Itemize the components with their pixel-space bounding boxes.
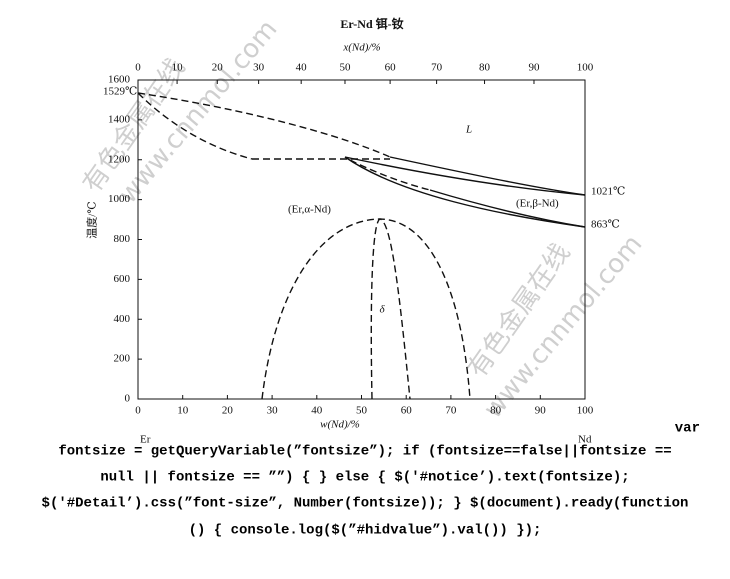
region-label: (Er,α-Nd)	[288, 204, 331, 216]
top-tick-label: 60	[385, 62, 397, 74]
top-tick-label: 20	[212, 62, 224, 74]
x-tick-label: 60	[401, 405, 413, 417]
y-tick-label: 0	[125, 393, 131, 405]
element-label: Er	[140, 434, 151, 446]
boundary	[344, 156, 586, 228]
plot-frame	[137, 79, 586, 400]
top-tick-label: 30	[253, 62, 265, 74]
x-tick-label: 20	[222, 405, 234, 417]
point-label: 1021℃	[591, 186, 625, 198]
x-tick-label: 90	[535, 405, 547, 417]
top-tick-label: 0	[135, 62, 141, 74]
code-line: fontsize = getQueryVariable(”fontsize”);…	[58, 444, 671, 460]
delta-boundary	[370, 218, 411, 400]
top-axis-label: x(Nd)/%	[342, 42, 380, 54]
y-tick-label: 400	[114, 313, 131, 325]
x-tick-label: 100	[577, 405, 594, 417]
top-tick-label: 90	[528, 62, 540, 74]
dome	[261, 218, 471, 400]
top-tick-label: 80	[479, 62, 491, 74]
element-label: Nd	[578, 434, 592, 446]
x-tick-label: 70	[445, 405, 457, 417]
code-line: () { console.log($(”#hidvalue”).val()) }…	[189, 523, 542, 539]
code-line: var	[675, 421, 700, 437]
region-label: δ	[379, 304, 385, 316]
y-axis-label: 温度/℃	[85, 201, 99, 238]
bottom-axis-label: w(Nd)/%	[320, 419, 360, 431]
y-tick-label: 600	[114, 273, 131, 285]
region-label: (Er,β-Nd)	[516, 198, 559, 210]
top-tick-label: 70	[431, 62, 443, 74]
boundary	[349, 159, 431, 191]
solidus	[137, 92, 253, 160]
region-label: L	[465, 124, 472, 136]
x-tick-label: 0	[135, 405, 141, 417]
top-tick-label: 10	[172, 62, 184, 74]
y-tick-label: 1600	[108, 74, 131, 86]
figure-title: Er-Nd 铒-钕	[340, 16, 403, 31]
x-tick-label: 10	[177, 405, 189, 417]
x-tick-label: 30	[267, 405, 279, 417]
x-tick-label: 50	[356, 405, 368, 417]
y-tick-label: 1000	[108, 193, 131, 205]
y-tick-label: 200	[114, 353, 131, 365]
top-tick-label: 100	[577, 62, 594, 74]
liquidus	[389, 156, 586, 196]
code-line: null || fontsize == ””) { } else { $('#n…	[100, 470, 629, 486]
point-label: 1529℃	[103, 86, 137, 98]
y-tick-label: 800	[114, 233, 131, 245]
top-tick-label: 50	[339, 62, 351, 74]
y-tick-label: 1200	[108, 153, 131, 165]
liquidus	[137, 92, 391, 158]
y-tick-label: 1400	[108, 113, 131, 125]
top-tick-label: 40	[296, 62, 308, 74]
boundary	[429, 189, 586, 228]
x-tick-label: 80	[490, 405, 502, 417]
code-line: $('#Detail’).css(”font-size”, Number(fon…	[42, 496, 689, 512]
boundary	[344, 156, 586, 196]
x-tick-label: 40	[311, 405, 323, 417]
point-label: 863℃	[591, 219, 620, 231]
